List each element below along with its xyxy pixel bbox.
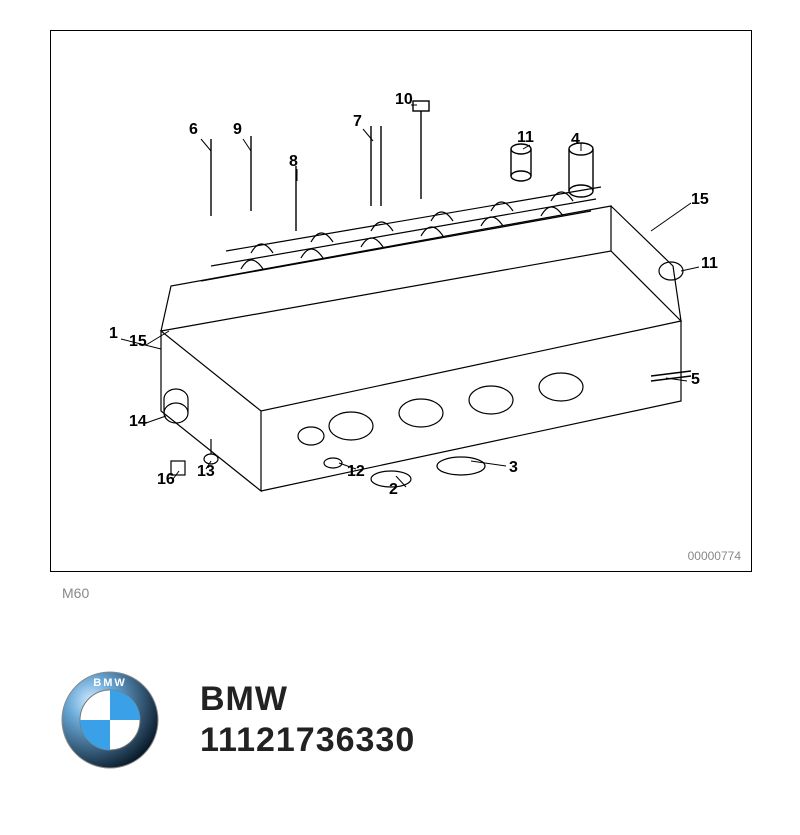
callout-15b: 15 <box>691 191 709 209</box>
callout-11a: 11 <box>517 129 534 147</box>
callout-12: 12 <box>347 463 365 481</box>
diagram-frame: 1 2 3 4 5 6 7 8 9 10 11 11 12 13 14 15 1… <box>50 30 752 572</box>
callout-7: 7 <box>353 113 362 131</box>
callout-15c: 15 <box>129 333 147 351</box>
callout-1: 1 <box>109 325 118 343</box>
bmw-logo-icon: BMW <box>60 670 160 770</box>
document-number: 00000774 <box>688 549 741 563</box>
callout-14: 14 <box>129 413 147 431</box>
callout-4: 4 <box>571 131 580 149</box>
callout-16: 16 <box>157 471 175 489</box>
callout-11b: 11 <box>701 255 718 273</box>
callout-5: 5 <box>691 371 700 389</box>
callout-8: 8 <box>289 153 298 171</box>
callout-10: 10 <box>395 91 413 109</box>
callout-3: 3 <box>509 459 518 477</box>
callout-9: 9 <box>233 121 242 139</box>
callout-2: 2 <box>389 481 398 499</box>
cylinder-head-diagram <box>51 31 751 571</box>
callout-13: 13 <box>197 463 215 481</box>
part-number: 11121736330 <box>200 721 415 760</box>
callout-6: 6 <box>189 121 198 139</box>
brand-label: BMW <box>200 680 415 719</box>
footer: BMW BMW 11121736330 <box>0 640 800 800</box>
svg-text:BMW: BMW <box>93 677 127 689</box>
